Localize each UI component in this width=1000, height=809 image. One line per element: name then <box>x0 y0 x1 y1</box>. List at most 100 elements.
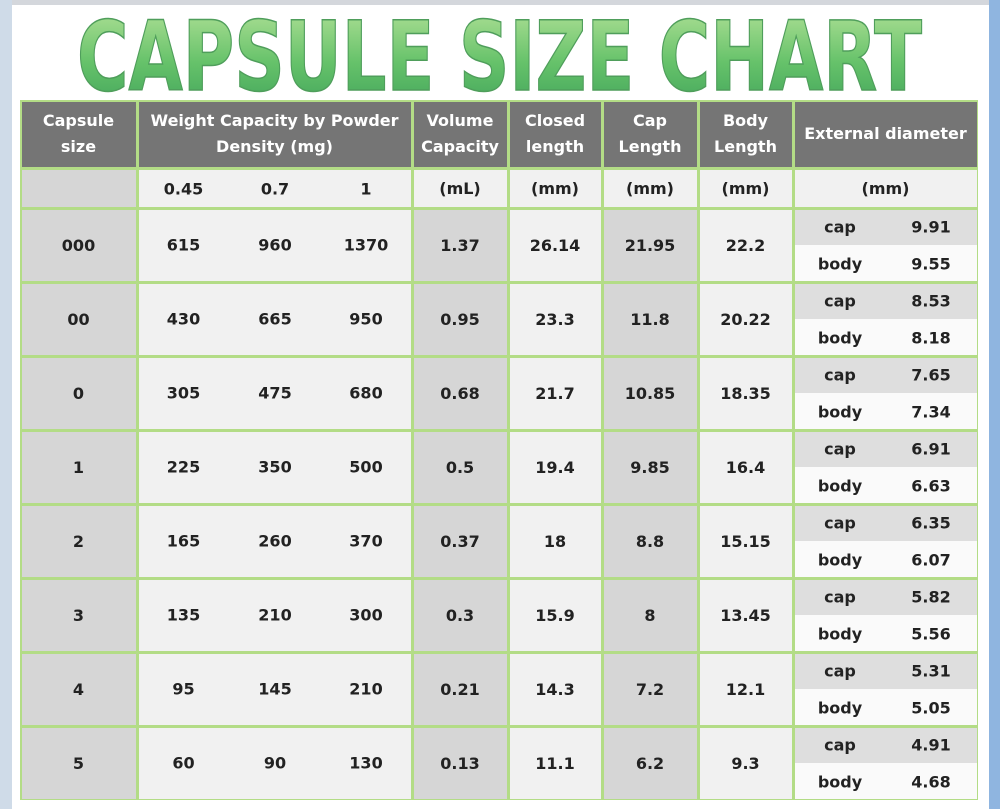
header-cell: Cap Length <box>603 101 697 167</box>
closed-cell: 26.14 <box>509 209 601 281</box>
weight-value: 60 <box>172 753 195 773</box>
weight-value: 225 <box>166 457 201 477</box>
cap-cell: 6.2 <box>603 727 697 799</box>
body-cell: 9.3 <box>699 727 792 799</box>
size-cell: 4 <box>21 653 136 725</box>
diameter-part: cap <box>824 217 856 236</box>
diameter-value: 9.91 <box>911 217 951 236</box>
units-cell: (mm) <box>603 169 697 207</box>
units-cell: (mm) <box>699 169 792 207</box>
closed-cell: 14.3 <box>509 653 601 725</box>
weight-value: 305 <box>166 383 201 403</box>
volume-cell: 0.95 <box>413 283 507 355</box>
weight-cell <box>138 653 411 725</box>
volume-cell: 0.21 <box>413 653 507 725</box>
diameter-part: cap <box>824 439 856 458</box>
diameter-value: 6.35 <box>911 513 951 532</box>
cap-cell: 7.2 <box>603 653 697 725</box>
header-cell: External diameter <box>794 101 977 167</box>
diameter-value: 4.68 <box>911 772 951 791</box>
size-cell: 2 <box>21 505 136 577</box>
volume-cell: 0.3 <box>413 579 507 651</box>
left-bar <box>0 0 12 809</box>
diameter-subrow <box>794 393 977 429</box>
diameter-subrow <box>794 689 977 725</box>
diameter-value: 8.18 <box>911 328 951 347</box>
header-cell: Closed length <box>509 101 601 167</box>
diameter-subrow <box>794 541 977 577</box>
diameter-value: 5.05 <box>911 698 951 717</box>
diameter-subrow <box>794 245 977 281</box>
volume-cell: 0.68 <box>413 357 507 429</box>
diameter-part: body <box>817 698 863 717</box>
header-cell: Weight Capacity by Powder Density (mg) <box>138 101 411 167</box>
weight-value: 300 <box>349 605 383 625</box>
units-cell <box>21 169 136 207</box>
diameter-value: 7.34 <box>911 402 951 421</box>
closed-cell: 15.9 <box>509 579 601 651</box>
size-cell: 0 <box>21 357 136 429</box>
diameter-subrow <box>794 357 977 393</box>
diameter-subrow <box>794 505 977 541</box>
diameter-part: cap <box>824 735 856 754</box>
weight-value: 500 <box>349 457 383 477</box>
weight-value: 430 <box>166 309 201 329</box>
diameter-subrow <box>794 209 977 245</box>
diameter-subrow <box>794 579 977 615</box>
weight-value: 135 <box>166 605 201 625</box>
closed-cell: 23.3 <box>509 283 601 355</box>
weight-cell <box>138 727 411 799</box>
diameter-subrow <box>794 763 977 799</box>
units-cell <box>138 169 411 207</box>
top-bar <box>0 0 1000 5</box>
weight-value: 145 <box>258 679 292 699</box>
diameter-subrow <box>794 467 977 503</box>
diameter-value: 5.56 <box>911 624 951 643</box>
volume-cell: 1.37 <box>413 209 507 281</box>
diameter-part: cap <box>824 291 856 310</box>
units-cell: (mL) <box>413 169 507 207</box>
size-cell: 00 <box>21 283 136 355</box>
size-cell: 5 <box>21 727 136 799</box>
diameter-part: body <box>817 624 863 643</box>
weight-cell <box>138 505 411 577</box>
volume-cell: 0.37 <box>413 505 507 577</box>
table: Capsule size Weight Capacity by Powder De… <box>20 100 978 800</box>
weight-value: 210 <box>349 679 383 699</box>
diameter-subrow <box>794 283 977 319</box>
body-cell: 16.4 <box>699 431 792 503</box>
weight-cell <box>138 431 411 503</box>
title-area: CAPSULE SIZE CHART <box>76 0 923 100</box>
weight-value: 90 <box>263 753 287 773</box>
cap-cell: 10.85 <box>603 357 697 429</box>
closed-cell: 19.4 <box>509 431 601 503</box>
diameter-subrow <box>794 727 977 763</box>
body-cell: 20.22 <box>699 283 792 355</box>
body-cell: 15.15 <box>699 505 792 577</box>
header-cell: Capsule size <box>21 101 136 167</box>
diameter-value: 5.82 <box>911 587 951 606</box>
density-label: 0.45 <box>163 179 204 199</box>
closed-cell: 11.1 <box>509 727 601 799</box>
diameter-part: body <box>817 550 863 569</box>
weight-value: 350 <box>258 457 292 477</box>
diameter-part: cap <box>824 365 856 384</box>
weight-cell <box>138 209 411 281</box>
weight-value: 1370 <box>343 235 389 255</box>
cap-cell: 8 <box>603 579 697 651</box>
density-label: 1 <box>360 179 372 199</box>
body-cell: 18.35 <box>699 357 792 429</box>
diameter-part: cap <box>824 661 856 680</box>
closed-cell: 21.7 <box>509 357 601 429</box>
weight-value: 130 <box>349 753 383 773</box>
diameter-value: 6.07 <box>911 550 951 569</box>
diameter-subrow <box>794 615 977 651</box>
weight-value: 210 <box>258 605 292 625</box>
weight-value: 370 <box>349 531 383 551</box>
density-label: 0.7 <box>260 179 290 199</box>
size-cell: 3 <box>21 579 136 651</box>
diameter-part: body <box>817 476 863 495</box>
header-cell: Volume Capacity <box>413 101 507 167</box>
